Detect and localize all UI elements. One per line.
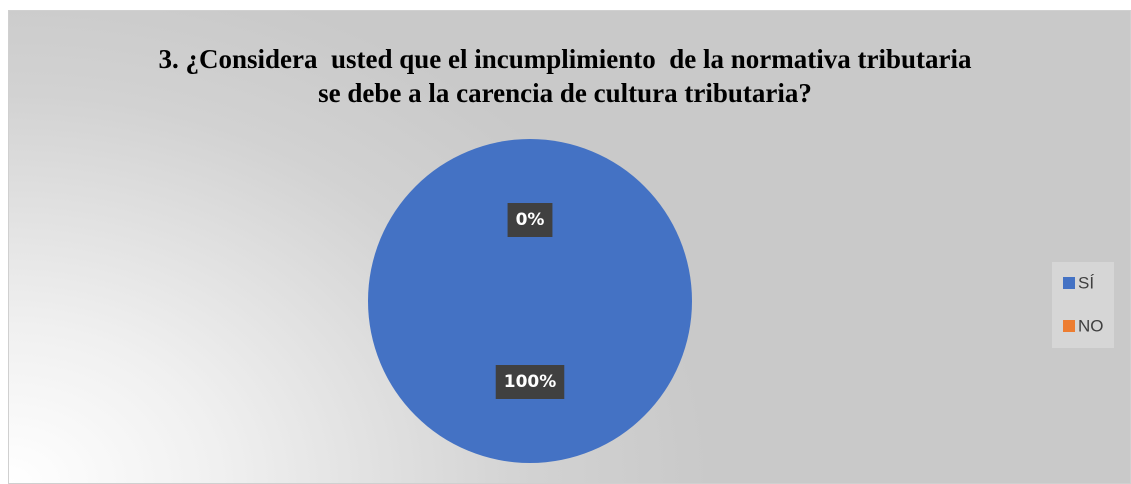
legend-label: SÍ: [1078, 273, 1094, 292]
legend-swatch: [1063, 277, 1075, 289]
data-label: 100%: [495, 365, 565, 399]
data-label-text: 100%: [504, 372, 557, 392]
data-label-bg: [507, 203, 553, 237]
data-label-text: 0%: [516, 210, 545, 230]
data-label: 0%: [507, 203, 553, 237]
legend-swatch: [1063, 320, 1075, 332]
legend-box: [1052, 262, 1114, 348]
legend-label: NO: [1078, 316, 1104, 335]
data-label-bg: [495, 365, 565, 399]
chart-title: 3. ¿Considera usted que el incumplimient…: [158, 44, 985, 108]
pie-slice: [368, 139, 692, 463]
